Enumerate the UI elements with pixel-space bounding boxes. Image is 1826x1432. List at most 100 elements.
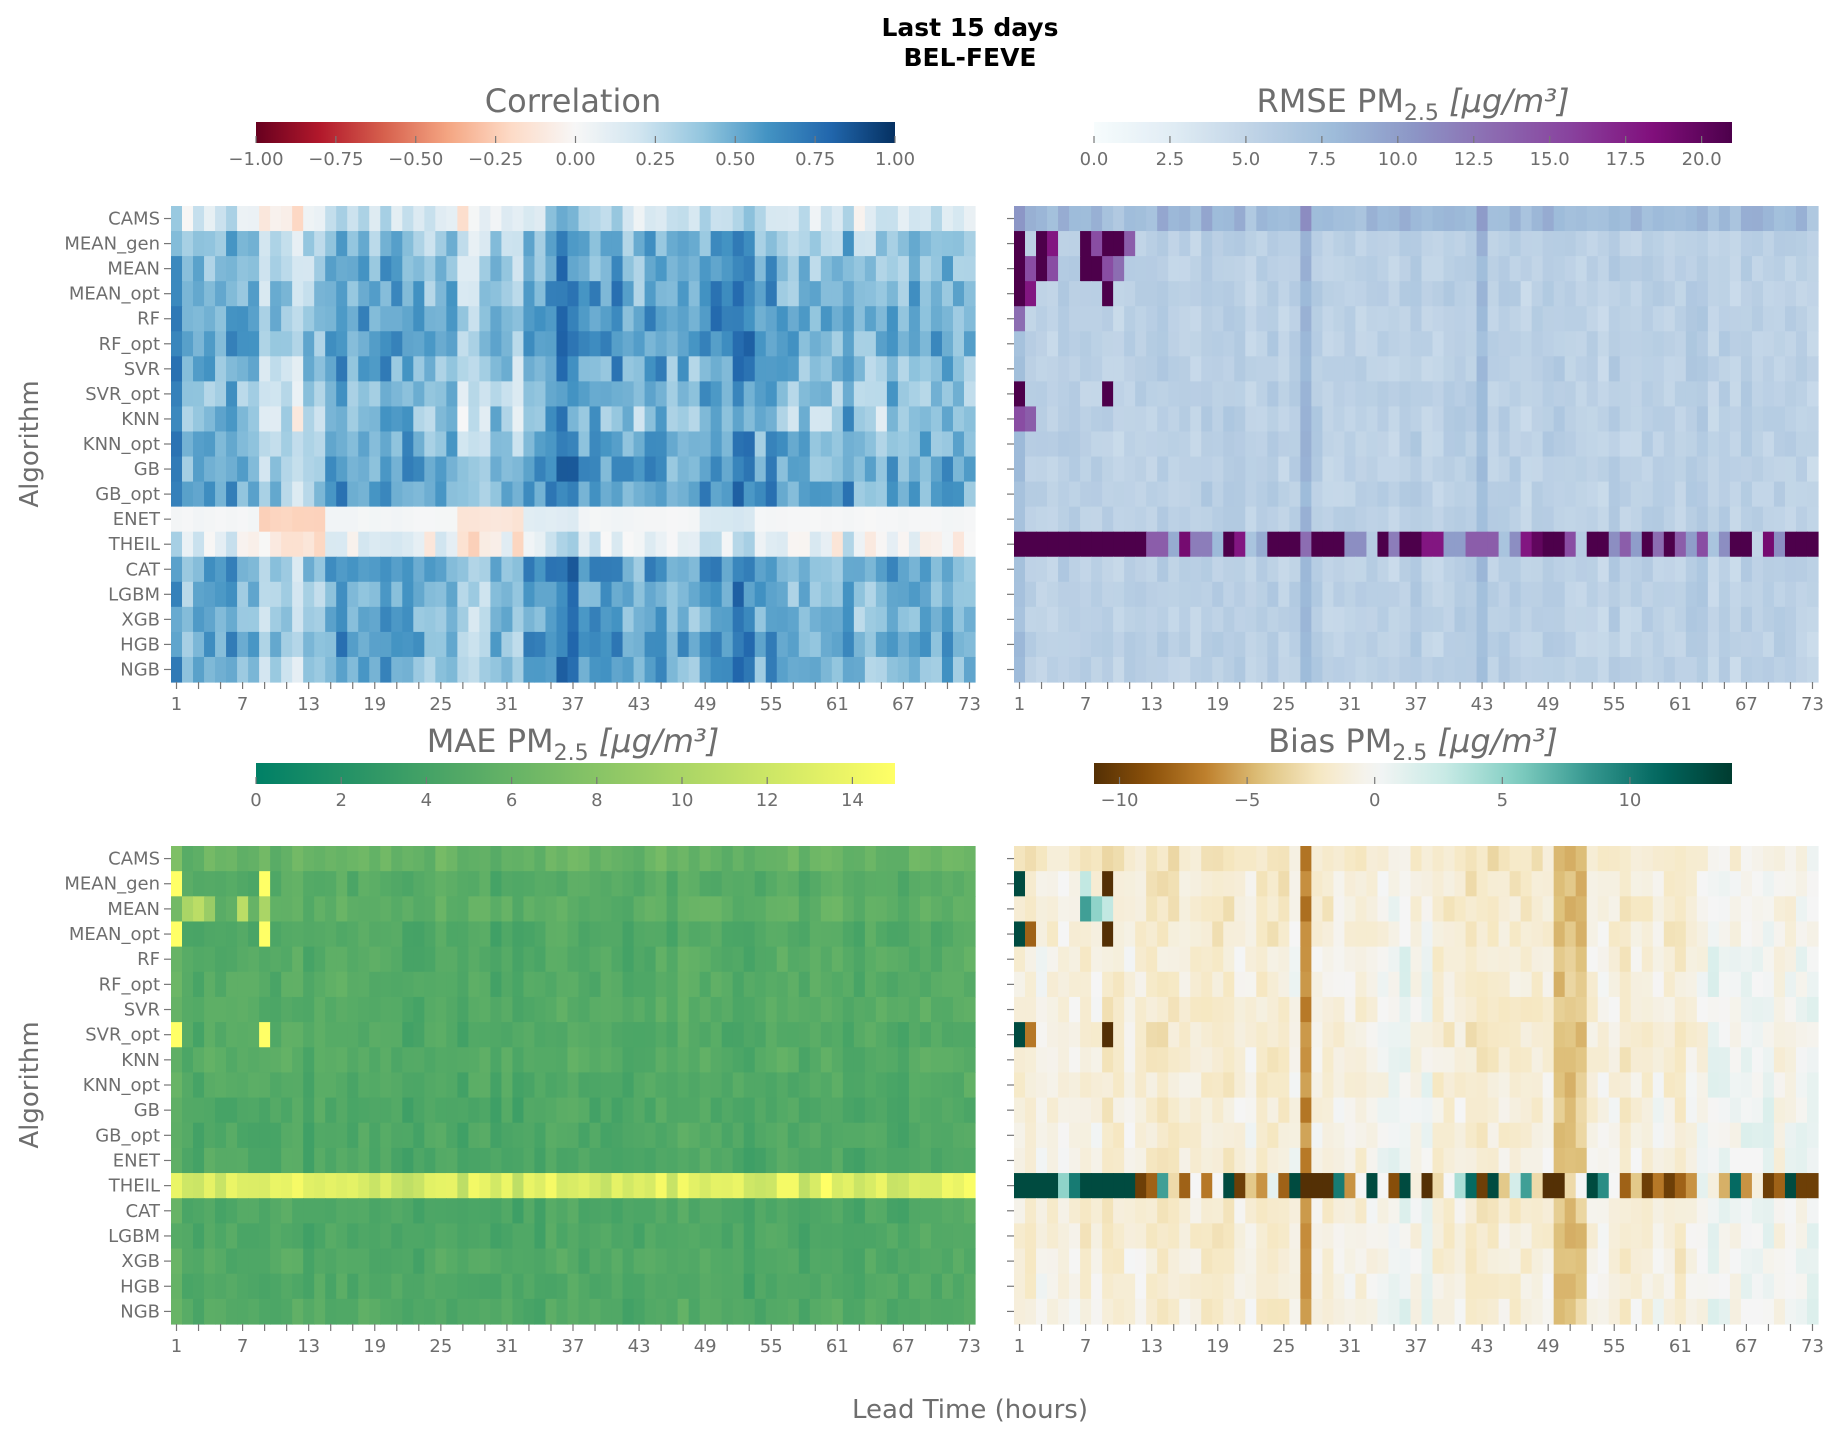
heatmap-cell: [1707, 846, 1720, 872]
heatmap-cell: [545, 896, 558, 923]
heatmap-cell: [1069, 306, 1081, 332]
heatmap-cell: [1454, 406, 1467, 433]
heatmap-cell: [1388, 581, 1401, 608]
heatmap-cell: [1069, 946, 1081, 973]
heatmap-cell: [853, 606, 866, 633]
heatmap-cell: [1388, 206, 1401, 232]
heatmap-cell: [292, 921, 304, 948]
heatmap-cell: [1377, 431, 1390, 458]
heatmap-cell: [1542, 431, 1555, 458]
heatmap-cell: [1311, 231, 1323, 257]
heatmap-cell: [171, 431, 183, 458]
x-axis-label: Lead Time (hours): [852, 1395, 1088, 1425]
heatmap-cell: [1388, 306, 1401, 332]
heatmap-cell: [1608, 381, 1621, 408]
heatmap-cell: [226, 1122, 238, 1149]
heatmap-cell: [369, 406, 381, 433]
heatmap-cell: [468, 896, 480, 923]
heatmap-cell: [1454, 356, 1467, 382]
heatmap-cell: [666, 1047, 679, 1074]
heatmap-cell: [314, 381, 326, 408]
heatmap-cell: [182, 1097, 194, 1124]
heatmap-cell: [1234, 356, 1246, 382]
heatmap-cell: [512, 381, 525, 408]
heatmap-cell: [1641, 331, 1654, 357]
heatmap-cell: [1069, 481, 1081, 508]
heatmap-cell: [567, 1047, 580, 1074]
heatmap-cell: [611, 896, 624, 923]
heatmap-cell: [732, 531, 745, 558]
heatmap-cell: [952, 971, 965, 998]
heatmap-cell: [1454, 946, 1467, 973]
heatmap-cell: [1091, 871, 1103, 897]
heatmap-cell: [237, 331, 249, 357]
heatmap-cell: [204, 206, 216, 232]
heatmap-cell: [820, 256, 833, 282]
heatmap-cell: [754, 1273, 767, 1300]
heatmap-cell: [842, 656, 855, 683]
heatmap-cell: [1212, 871, 1224, 897]
heatmap-cell: [270, 281, 282, 307]
heatmap-cell: [259, 406, 271, 433]
heatmap-cell: [1740, 921, 1753, 948]
heatmap-cell: [270, 1147, 282, 1174]
heatmap-cell: [1696, 256, 1709, 282]
heatmap-cell: [1696, 306, 1709, 332]
heatmap-cell: [171, 506, 183, 533]
heatmap-cell: [292, 531, 304, 558]
heatmap-cell: [490, 1173, 503, 1199]
heatmap-cell: [1201, 506, 1213, 533]
heatmap-cell: [1014, 231, 1026, 257]
heatmap-cell: [204, 631, 216, 658]
heatmap-cell: [787, 1248, 800, 1275]
heatmap-cell: [270, 871, 282, 897]
heatmap-cell: [1091, 481, 1103, 508]
heatmap-cell: [512, 531, 525, 558]
heatmap-cell: [1234, 581, 1246, 608]
heatmap-cell: [831, 946, 844, 973]
heatmap-cell: [1608, 606, 1621, 633]
heatmap-cell: [237, 1097, 249, 1124]
heatmap-cell: [1597, 281, 1610, 307]
heatmap-cell: [336, 1298, 348, 1325]
heatmap-cell: [1278, 506, 1290, 533]
heatmap-cell: [1333, 531, 1346, 558]
heatmap-cell: [589, 896, 602, 923]
heatmap-cell: [402, 1022, 414, 1048]
heatmap-cell: [336, 1248, 348, 1275]
heatmap-cell: [1366, 456, 1379, 483]
heatmap-cell: [831, 356, 844, 382]
heatmap-cell: [1355, 256, 1368, 282]
heatmap-cell: [457, 556, 469, 583]
heatmap-cell: [248, 631, 260, 658]
heatmap-cell: [248, 606, 260, 633]
heatmap-cell: [193, 1047, 205, 1074]
heatmap-cell: [435, 1248, 447, 1275]
heatmap-cell: [765, 996, 778, 1023]
heatmap-cell: [1322, 356, 1334, 382]
heatmap-cell: [809, 281, 822, 307]
heatmap-cell: [369, 896, 381, 923]
heatmap-cell: [1773, 656, 1786, 683]
heatmap-cell: [1465, 531, 1478, 558]
heatmap-cell: [578, 1097, 591, 1124]
heatmap-cell: [853, 1122, 866, 1149]
heatmap-cell: [1157, 506, 1169, 533]
heatmap-cell: [1322, 996, 1334, 1023]
x-tick-label: 1: [1014, 694, 1025, 715]
heatmap-cell: [1795, 206, 1808, 232]
heatmap-cell: [523, 871, 536, 897]
heatmap-cell: [743, 1273, 756, 1300]
heatmap-cell: [721, 946, 734, 973]
heatmap-cell: [875, 506, 888, 533]
heatmap-cell: [688, 531, 701, 558]
heatmap-cell: [765, 506, 778, 533]
heatmap-cell: [1036, 846, 1048, 872]
heatmap-cell: [809, 331, 822, 357]
heatmap-cell: [1619, 896, 1632, 923]
heatmap-cell: [644, 506, 657, 533]
heatmap-cell: [732, 871, 745, 897]
heatmap-cell: [1509, 871, 1522, 897]
heatmap-cell: [523, 996, 536, 1023]
heatmap-cell: [193, 846, 205, 872]
